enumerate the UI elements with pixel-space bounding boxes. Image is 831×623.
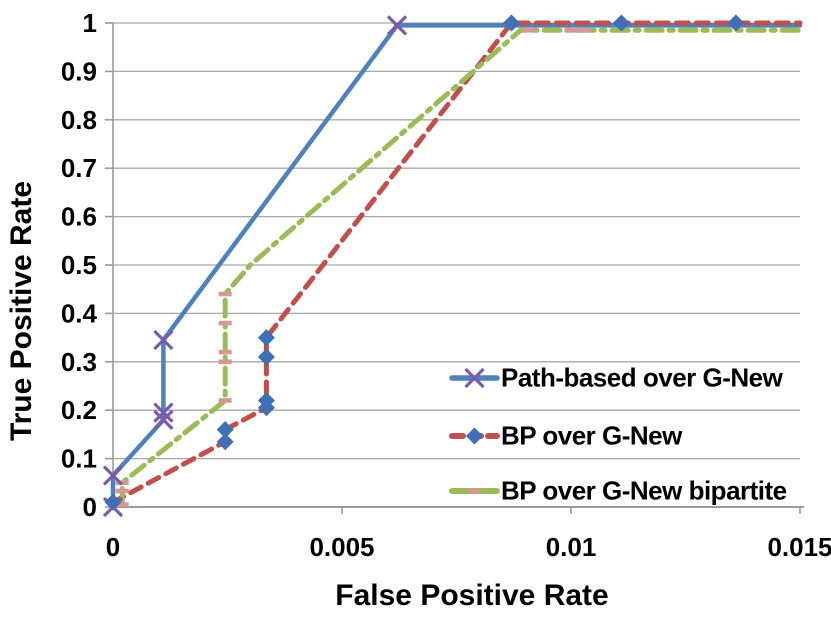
y-tick-label-0.9: 0.9 — [61, 56, 97, 86]
legend-sample-marker-bp-over-g-new-bipartite — [468, 488, 481, 494]
marker-dash-bp-over-g-new-bipartite — [218, 320, 232, 326]
marker-diamond-bp-over-g-new — [257, 329, 275, 347]
legend-sample-marker-bp-over-g-new — [466, 427, 483, 445]
x-tick-label-0.01: 0.01 — [546, 532, 597, 562]
x-axis-title: False Positive Rate — [335, 579, 609, 612]
marker-dash-bp-over-g-new-bipartite — [115, 502, 129, 507]
marker-dash-bp-over-g-new-bipartite — [218, 291, 232, 297]
legend-label-bp-over-g-new: BP over G-New — [501, 420, 682, 451]
marker-x-path-based-over-g-new — [153, 329, 174, 351]
marker-x-path-based-over-g-new — [102, 465, 124, 486]
marker-dash-bp-over-g-new-bipartite — [578, 28, 592, 33]
y-tick-label-1: 1 — [83, 8, 97, 38]
y-tick-label-0.4: 0.4 — [61, 298, 98, 328]
marker-diamond-bp-over-g-new — [257, 392, 275, 409]
marker-diamond-bp-over-g-new — [216, 421, 234, 439]
y-tick-label-0: 0 — [83, 492, 97, 522]
y-tick-label-0.7: 0.7 — [61, 153, 97, 183]
marker-diamond-bp-over-g-new — [612, 14, 630, 32]
legend-sample-marker-path-based-over-g-new — [464, 367, 485, 389]
marker-dash-bp-over-g-new-bipartite — [523, 28, 537, 33]
marker-diamond-bp-over-g-new — [727, 14, 745, 32]
x-tick-label-0.015: 0.015 — [767, 532, 831, 562]
legend-label-bp-over-g-new-bipartite: BP over G-New bipartite — [501, 475, 787, 506]
marker-diamond-bp-over-g-new — [104, 493, 122, 511]
legend-label-path-based-over-g-new: Path-based over G-New — [501, 362, 783, 393]
y-tick-label-0.2: 0.2 — [61, 395, 97, 425]
series-line-bp-over-g-new — [110, 20, 803, 505]
x-tick-label-0: 0 — [106, 532, 120, 562]
x-tick-label-0.005: 0.005 — [309, 532, 374, 562]
y-tick-label-0.8: 0.8 — [61, 105, 97, 135]
marker-diamond-bp-over-g-new — [257, 348, 275, 366]
y-tick-label-0.5: 0.5 — [61, 250, 97, 280]
series-line-bp-over-g-new-bipartite — [119, 27, 803, 508]
y-tick-label-0.6: 0.6 — [61, 202, 97, 232]
marker-dash-bp-over-g-new-bipartite — [564, 28, 578, 33]
y-axis-title: True Positive Rate — [5, 180, 38, 442]
marker-dash-bp-over-g-new-bipartite — [218, 359, 232, 365]
marker-x-path-based-over-g-new — [153, 402, 174, 423]
marker-diamond-bp-over-g-new — [503, 14, 520, 32]
marker-x-path-based-over-g-new — [153, 409, 174, 431]
marker-dash-bp-over-g-new-bipartite — [115, 488, 129, 494]
marker-diamond-bp-over-g-new — [216, 433, 234, 451]
marker-dash-bp-over-g-new-bipartite — [218, 349, 232, 355]
y-tick-label-0.1: 0.1 — [61, 444, 97, 474]
marker-dash-bp-over-g-new-bipartite — [218, 398, 232, 403]
y-tick-label-0.3: 0.3 — [61, 347, 97, 377]
marker-x-path-based-over-g-new — [386, 15, 408, 36]
